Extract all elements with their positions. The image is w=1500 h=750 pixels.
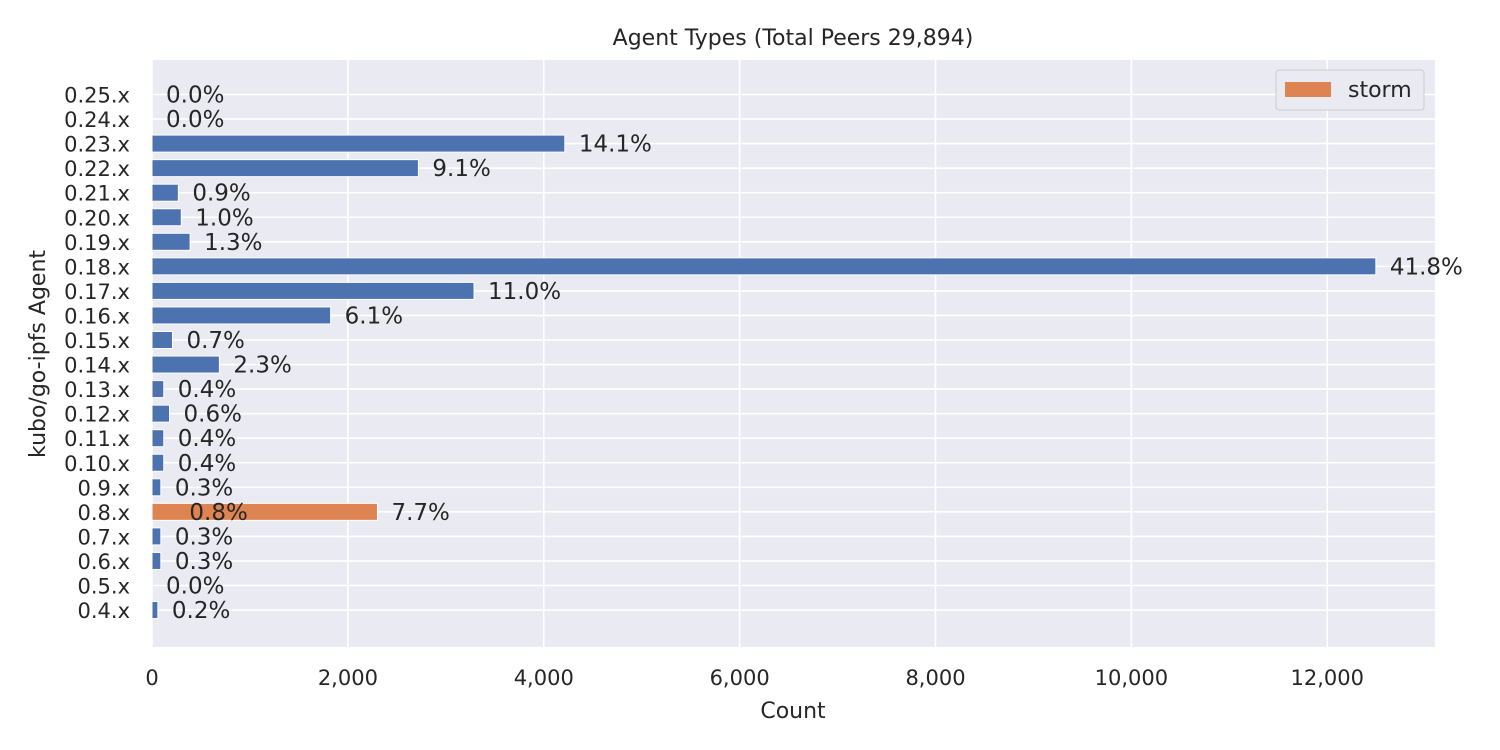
bar-value-label: 0.3% [175, 524, 233, 550]
bar-value-label: 0.9% [192, 181, 250, 207]
bar-series-0-0.7.x [151, 527, 162, 546]
y-tick-label: 0.4.x [78, 599, 131, 623]
y-axis-label: kubo/go-ipfs Agent [26, 250, 51, 458]
bar-series-0-0.23.x [151, 134, 566, 153]
bar-series-0-0.22.x [151, 159, 419, 178]
bar-value-label: 2.3% [233, 353, 291, 379]
bar-value-label: 0.4% [178, 426, 236, 452]
y-tick-labels: 0.25.x0.24.x0.23.x0.22.x0.21.x0.20.x0.19… [64, 84, 130, 624]
y-tick-label: 0.7.x [78, 525, 131, 549]
bar-storm-0.8.x [151, 502, 378, 521]
bar-series-0-0.11.x [151, 429, 165, 448]
x-axis-label: Count [760, 699, 826, 724]
y-tick-label: 0.8.x [78, 501, 131, 525]
bar-series-0-0.16.x [151, 306, 332, 325]
y-tick-label: 0.23.x [64, 133, 130, 157]
plot-area [152, 60, 1435, 647]
x-tick-label: 0 [145, 666, 158, 690]
y-tick-label: 0.17.x [64, 280, 130, 304]
bar-series-0-0.21.x [151, 183, 179, 202]
bar-value-label: 0.3% [175, 475, 233, 501]
y-tick-label: 0.12.x [64, 403, 130, 427]
y-tick-label: 0.15.x [64, 329, 130, 353]
x-tick-label: 12,000 [1291, 666, 1364, 690]
bar-value-label: 6.1% [345, 303, 403, 329]
bar-series-0-0.9.x [151, 478, 162, 497]
bar-value-label: 0.7% [186, 328, 244, 354]
y-tick-label: 0.10.x [64, 452, 130, 476]
chart-title: Agent Types (Total Peers 29,894) [613, 26, 974, 51]
bar-value-label: 1.0% [195, 205, 253, 231]
y-tick-label: 0.24.x [64, 108, 130, 132]
bar-value-label: 7.7% [391, 500, 449, 526]
bar-value-label: 41.8% [1390, 254, 1463, 280]
bar-series-0-0.20.x [151, 208, 182, 227]
y-tick-label: 0.11.x [64, 427, 130, 451]
bar-value-label: 14.1% [579, 132, 652, 158]
bar-series-0-0.15.x [151, 331, 173, 349]
y-tick-label: 0.21.x [64, 182, 130, 206]
bar-value-label: 0.0% [166, 107, 224, 133]
y-tick-label: 0.18.x [64, 255, 130, 279]
bar-value-label: 0.4% [178, 377, 236, 403]
bar-series-0-0.13.x [151, 380, 165, 399]
bar-series-0-0.6.x [151, 551, 162, 570]
y-tick-label: 0.19.x [64, 231, 130, 255]
y-tick-label: 0.6.x [78, 550, 131, 574]
bar-value-label: 11.0% [488, 279, 561, 305]
bars [151, 134, 1377, 620]
bar-value-label: 0.4% [178, 451, 236, 477]
bar-series-0-0.4.x [151, 601, 159, 620]
x-tick-label: 2,000 [318, 666, 378, 690]
x-tick-label: 4,000 [514, 666, 574, 690]
bar-series-0-0.12.x [151, 404, 171, 423]
legend-label-storm: storm [1348, 78, 1412, 103]
y-tick-label: 0.20.x [64, 206, 130, 230]
bar-value-label: 0.2% [172, 598, 230, 624]
y-tick-label: 0.14.x [64, 354, 130, 378]
bar-series-0-0.18.x [151, 257, 1377, 276]
legend-swatch-storm [1285, 82, 1331, 97]
y-tick-label: 0.13.x [64, 378, 130, 402]
y-tick-label: 0.25.x [64, 84, 130, 108]
y-tick-label: 0.5.x [78, 575, 131, 599]
bar-value-label: 0.0% [166, 574, 224, 600]
bar-value-label: 0.3% [175, 549, 233, 575]
bar-series-0-0.10.x [151, 453, 165, 472]
x-tick-label: 8,000 [905, 666, 965, 690]
bar-value-label: 9.1% [432, 156, 490, 182]
legend: storm [1275, 69, 1425, 111]
y-tick-label: 0.22.x [64, 157, 130, 181]
x-tick-label: 10,000 [1095, 666, 1168, 690]
legend-box [1275, 69, 1425, 111]
bar-series-0-0.14.x [151, 355, 220, 374]
bar-series-0-0.17.x [151, 281, 475, 300]
bar-value-label: 1.3% [204, 230, 262, 256]
bar-value-label: 0.8% [189, 500, 247, 526]
bar-value-label: 0.0% [166, 83, 224, 109]
x-tick-labels: 0 2,000 4,000 6,000 8,000 10,000 12,000 [145, 666, 1364, 690]
y-tick-label: 0.9.x [78, 476, 131, 500]
bar-labels: 0.0%0.0%14.1%9.1%0.9%1.0%1.3%41.8%11.0%6… [166, 83, 1463, 625]
y-tick-label: 0.16.x [64, 304, 130, 328]
bar-value-label: 0.6% [184, 402, 242, 428]
bar-series-0-0.19.x [151, 232, 191, 251]
x-tick-label: 6,000 [710, 666, 770, 690]
